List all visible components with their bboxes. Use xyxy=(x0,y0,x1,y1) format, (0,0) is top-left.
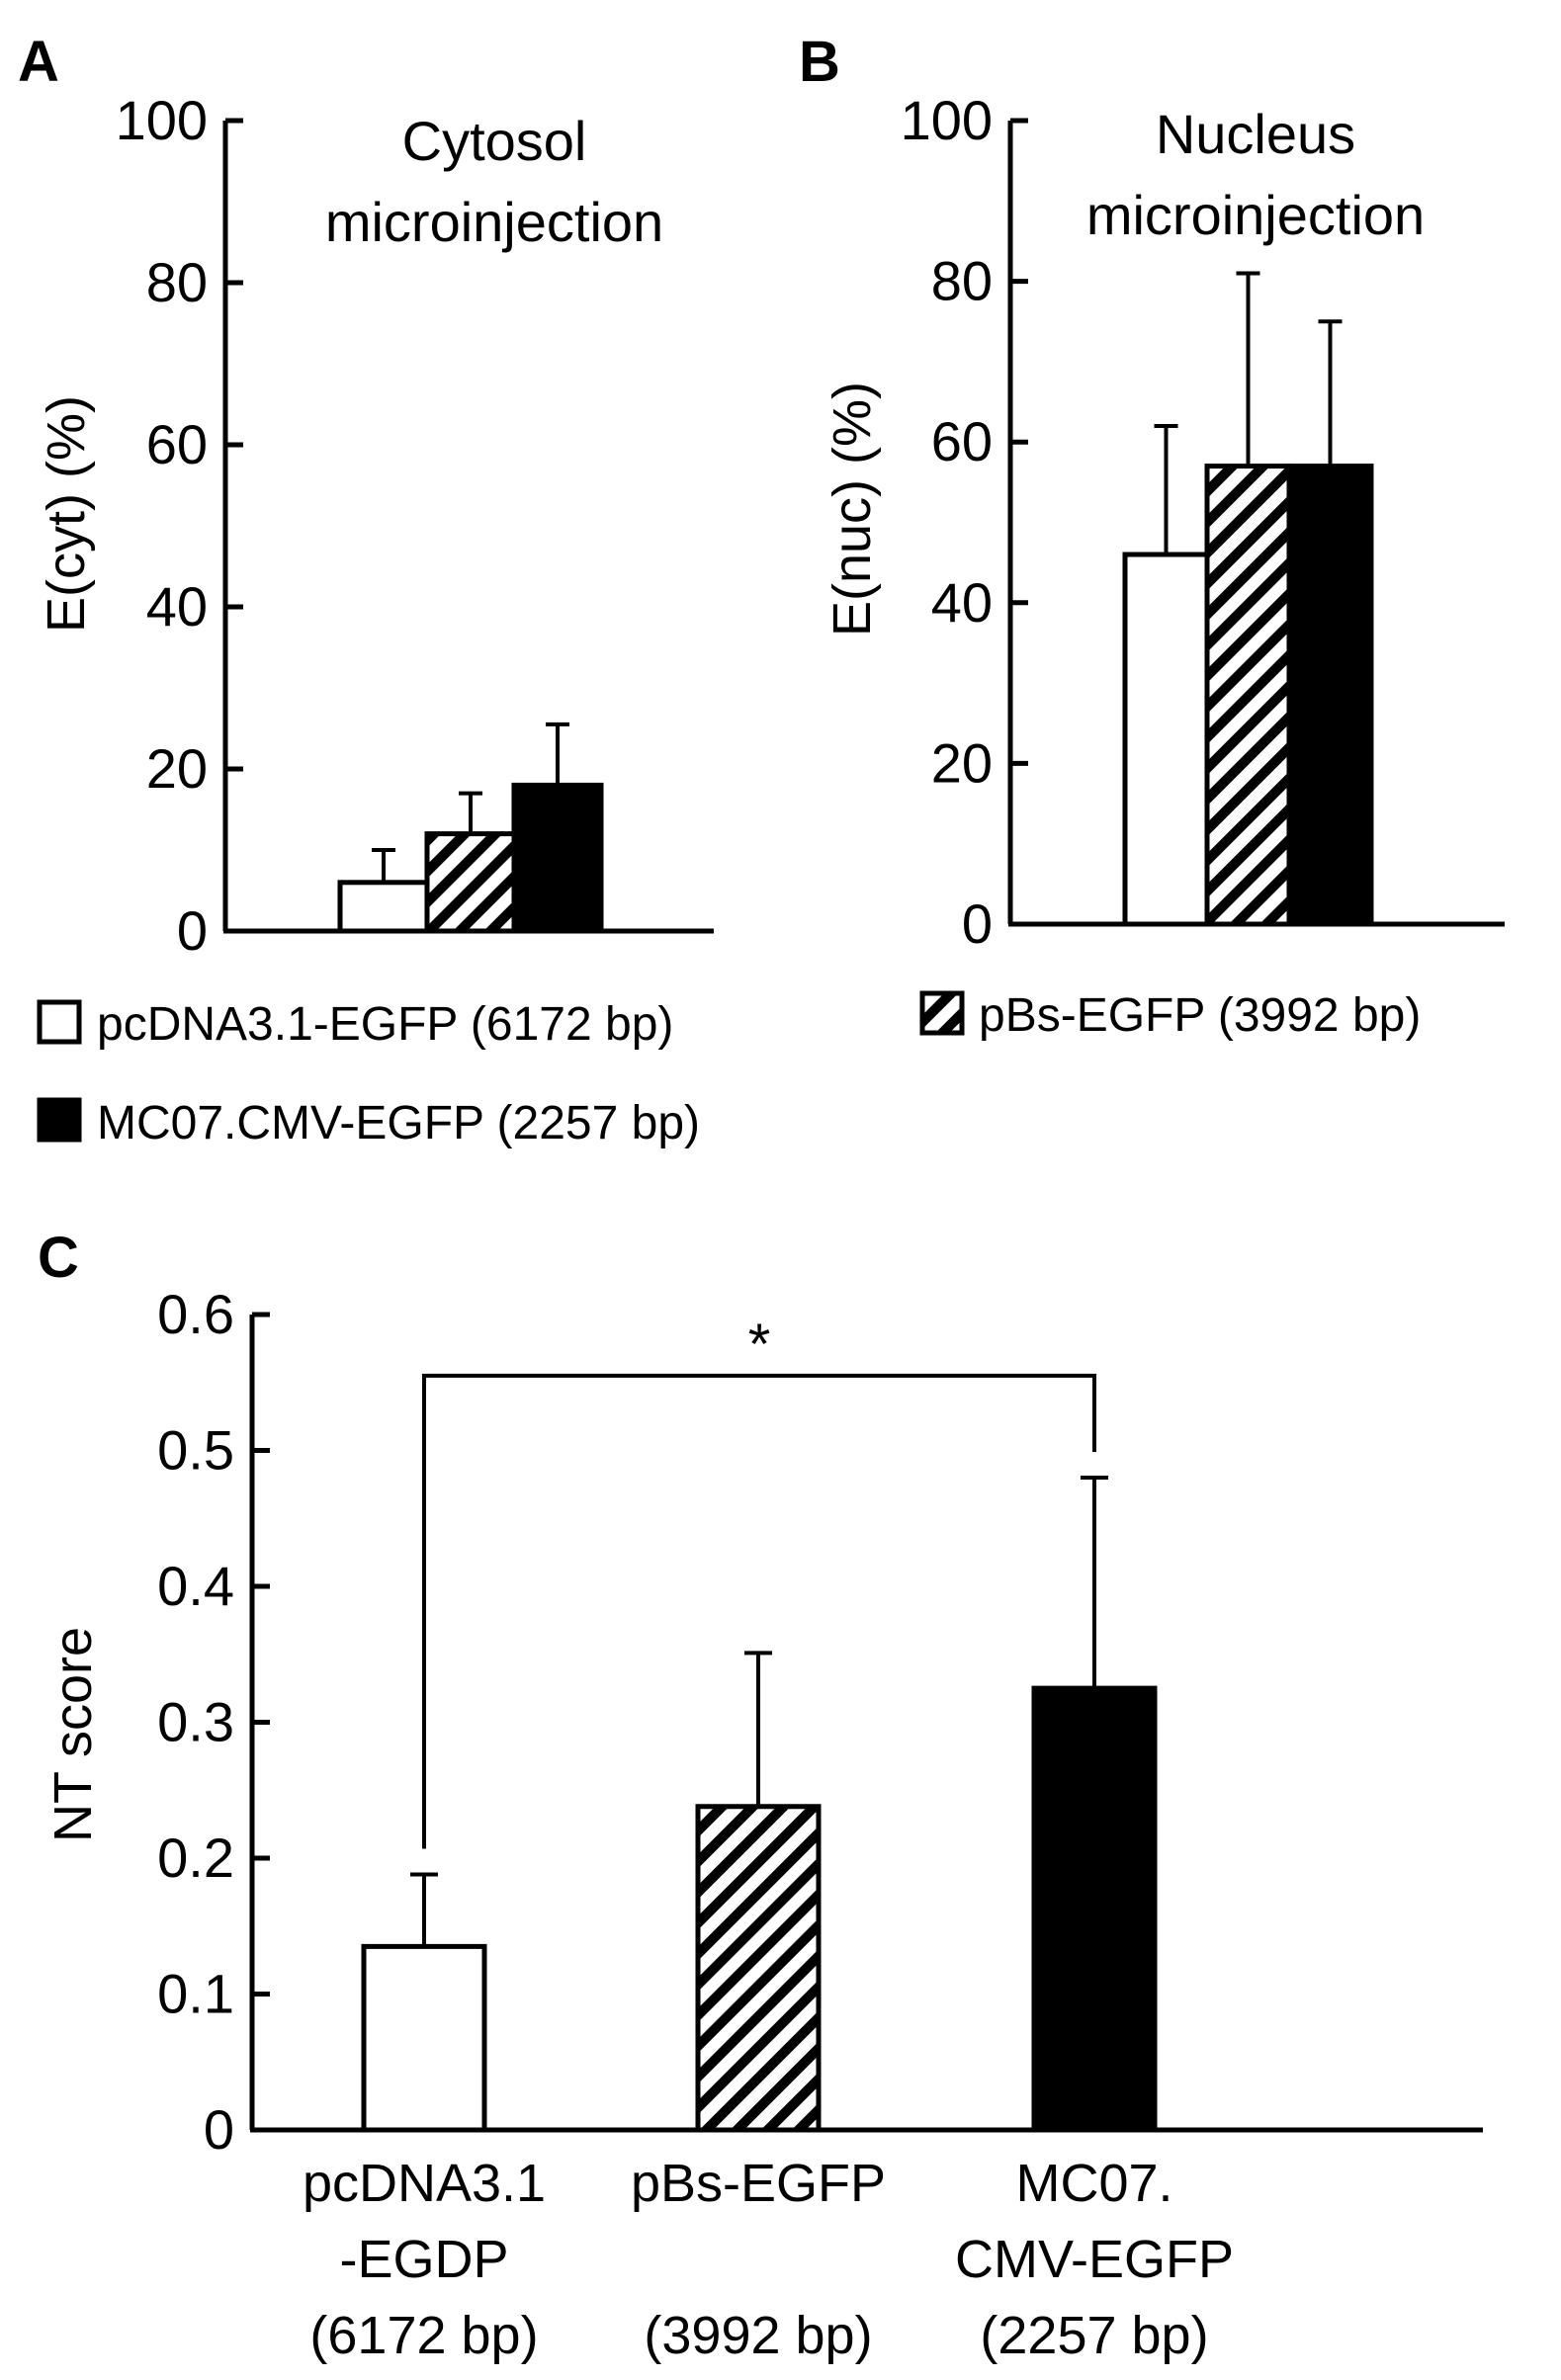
y-tick-label: 20 xyxy=(931,731,993,794)
bar-hatched xyxy=(695,1804,822,2133)
y-tick-label: 0 xyxy=(177,899,208,962)
y-tick-label: 80 xyxy=(146,251,208,313)
panel-a-y-axis-label: E(cyt) (%) xyxy=(37,395,96,633)
panel-b-bars xyxy=(1122,271,1374,927)
bar-open xyxy=(337,880,430,934)
category-label: CMV-EGFP xyxy=(955,2230,1234,2289)
significance-star: * xyxy=(748,1313,771,1377)
panel-b-y-ticks: 0 20 40 60 80 100 xyxy=(901,89,1028,955)
legend-swatch-hatched xyxy=(919,990,965,1036)
legend-swatch-solid xyxy=(37,1097,82,1143)
category-label: (6172 bp) xyxy=(309,2306,538,2365)
panel-a-bars xyxy=(337,722,604,934)
panel-a-y-ticks: 0 20 40 60 80 100 xyxy=(116,89,243,962)
legend-label-pbs: pBs-EGFP (3992 bp) xyxy=(979,989,1421,1042)
bar-open xyxy=(361,1943,487,2133)
category-label: (3992 bp) xyxy=(644,2306,872,2365)
y-tick-label: 0.4 xyxy=(157,1555,234,1617)
panel-letter-c: C xyxy=(38,1226,79,1290)
y-tick-label: 0.3 xyxy=(157,1691,234,1753)
category-label: pBs-EGFP xyxy=(631,2154,886,2213)
y-tick-label: 100 xyxy=(901,89,993,151)
bar-solid xyxy=(511,782,604,934)
panel-c-y-ticks: 0 0.1 0.2 0.3 0.4 0.5 0.6 xyxy=(157,1283,270,2161)
y-tick-label: 20 xyxy=(146,737,208,800)
y-tick-label: 40 xyxy=(931,571,993,634)
legend-label-mc07: MC07.CMV-EGFP (2257 bp) xyxy=(97,1097,700,1149)
y-tick-label: 100 xyxy=(116,89,208,151)
panel-letter-b: B xyxy=(799,30,840,94)
y-tick-label: 0.2 xyxy=(157,1827,234,1889)
panel-c-y-axis-label: NT score xyxy=(43,1627,103,1842)
y-tick-label: 0.6 xyxy=(157,1283,234,1345)
panel-b-title-line-2: microinjection xyxy=(1086,184,1425,246)
significance-bracket xyxy=(422,1373,1096,1849)
panel-a-title-line-2: microinjection xyxy=(325,191,663,253)
bar-solid xyxy=(1031,1685,1158,2133)
panel-a: A Cytosol microinjection E(cyt) (%) 0 20 4… xyxy=(18,30,714,962)
y-tick-label: 0.5 xyxy=(157,1419,234,1482)
bar-hatched xyxy=(1204,464,1292,927)
category-label: pcDNA3.1 xyxy=(303,2154,546,2213)
y-tick-label: 0 xyxy=(204,2098,234,2161)
panel-b-title-line-1: Nucleus xyxy=(1156,103,1355,165)
y-tick-label: 0 xyxy=(962,892,993,955)
category-label: -EGDP xyxy=(339,2230,508,2289)
panel-c: C NT score 0 0.1 0.2 0.3 0.4 0.5 0.6 * pcDNA3.… xyxy=(38,1226,1483,2365)
category-label: MC07. xyxy=(1015,2154,1172,2213)
y-tick-label: 40 xyxy=(146,575,208,638)
bar-solid xyxy=(1286,464,1374,927)
panel-c-bars xyxy=(361,1476,1158,2133)
y-tick-label: 80 xyxy=(931,250,993,312)
panel-c-category-labels: pcDNA3.1 -EGDP (6172 bp) pBs-EGFP (3992 bp) M… xyxy=(303,2154,1234,2365)
bar-hatched xyxy=(424,831,517,934)
panel-letter-a: A xyxy=(18,30,59,94)
panel-b: B Nucleus microinjection E(nuc) (%) 0 20 4… xyxy=(799,30,1505,955)
y-tick-label: 60 xyxy=(146,413,208,475)
panel-b-y-axis-label: E(nuc) (%) xyxy=(823,382,882,637)
legend-label-pcdna: pcDNA3.1-EGFP (6172 bp) xyxy=(97,998,673,1051)
bar-open xyxy=(1122,552,1210,927)
legend: pcDNA3.1-EGFP (6172 bp) pBs-EGFP (3992 b… xyxy=(37,989,1421,1149)
y-tick-label: 0.1 xyxy=(157,1963,234,2025)
legend-swatch-open xyxy=(37,999,82,1045)
panel-a-title-line-1: Cytosol xyxy=(402,110,587,172)
y-tick-label: 60 xyxy=(931,410,993,472)
category-label: (2257 bp) xyxy=(980,2306,1208,2365)
panel-c-significance: * xyxy=(422,1313,1096,1849)
